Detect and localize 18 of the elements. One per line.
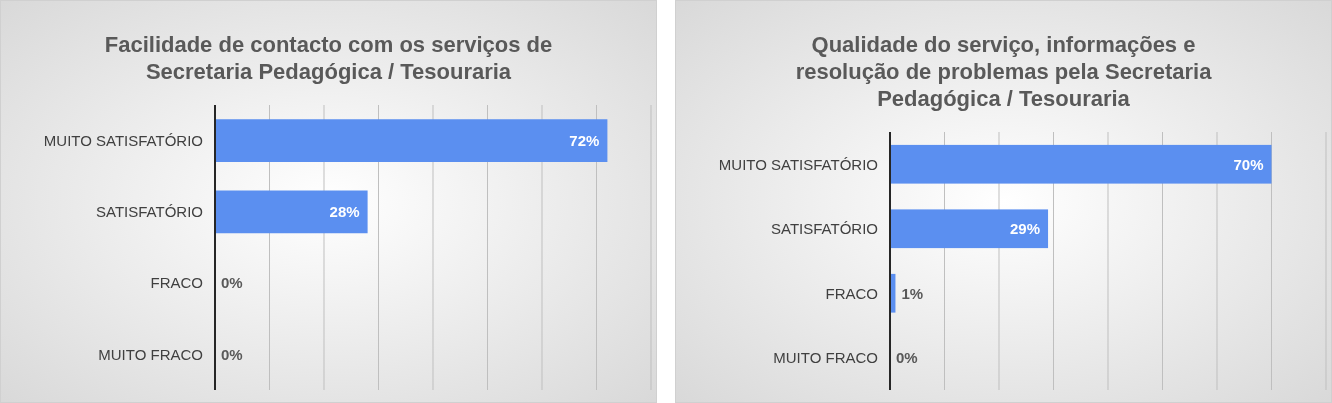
data-label: 0%	[221, 345, 243, 363]
y-tick-label: MUITO FRACO	[773, 349, 878, 366]
data-label: 70%	[1233, 155, 1264, 173]
y-tick-label: MUITO SATISFATÓRIO	[43, 131, 203, 149]
chart-title: Facilidade de contacto com os serviços de Secretaria Pedagógica / Tesouraria	[104, 32, 553, 84]
data-label: 28%	[329, 203, 360, 221]
chart-title: Qualidade do serviço, informações e resolução de problemas pela Secretaria Pedagógica / Tesouraria	[795, 32, 1213, 111]
y-tick-label: SATISFATÓRIO	[771, 220, 878, 237]
data-label: 0%	[896, 349, 918, 366]
data-label: 0%	[221, 274, 243, 292]
y-tick-label: MUITO SATISFATÓRIO	[718, 155, 878, 173]
data-label: 29%	[1010, 220, 1041, 237]
y-tick-label: MUITO FRACO	[98, 345, 203, 363]
data-label: 1%	[901, 284, 924, 302]
y-tick-label: FRACO	[825, 284, 878, 302]
data-label: 72%	[569, 131, 600, 149]
y-tick-label: SATISFATÓRIO	[96, 203, 203, 221]
y-tick-label: FRACO	[150, 274, 203, 292]
